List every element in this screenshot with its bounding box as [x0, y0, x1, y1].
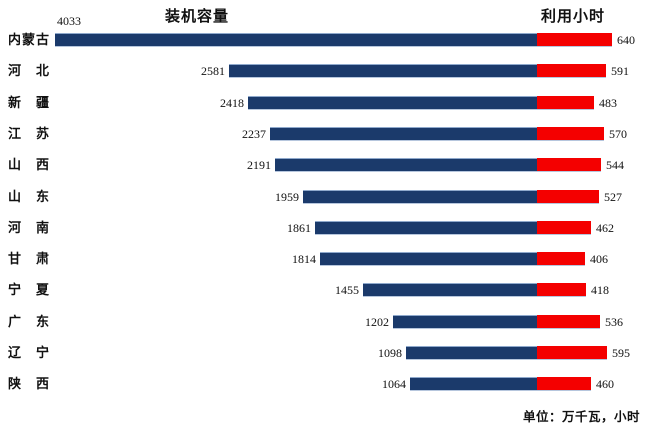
hours-bar: [537, 158, 601, 172]
hours-bar: [537, 96, 594, 110]
category-label: 广东: [8, 314, 49, 329]
hours-bar: [537, 190, 599, 204]
left-axis-title: 装机容量: [164, 8, 230, 25]
hours-value-label: 536: [605, 315, 623, 329]
hours-value-label: 527: [604, 190, 622, 204]
capacity-bar: [229, 64, 537, 78]
category-label: 山西: [8, 157, 49, 172]
category-label: 辽宁: [8, 345, 49, 360]
category-label: 新疆: [8, 95, 49, 110]
category-label: 河北: [8, 63, 49, 78]
category-label: 内蒙古: [8, 32, 49, 47]
category-label: 江苏: [8, 126, 49, 141]
capacity-bar: [275, 158, 537, 172]
category-label: 甘肃: [8, 251, 49, 266]
hours-bar: [537, 377, 591, 391]
hours-value-label: 544: [606, 158, 624, 172]
category-label: 山东: [8, 189, 49, 204]
capacity-bar: [248, 96, 537, 110]
hours-bar: [537, 315, 600, 329]
right-axis-title: 利用小时: [540, 8, 606, 25]
capacity-bar: [410, 377, 537, 391]
hours-value-label: 418: [591, 283, 609, 297]
hours-bar: [537, 64, 606, 78]
capacity-value-label: 1861: [287, 221, 311, 235]
capacity-value-label: 2581: [201, 64, 225, 78]
capacity-bar: [55, 33, 537, 47]
capacity-value-label: 1959: [275, 190, 299, 204]
capacity-bar: [303, 190, 537, 204]
capacity-value-label: 1814: [292, 252, 316, 266]
capacity-bar: [363, 283, 537, 297]
capacity-bar: [393, 315, 537, 329]
capacity-value-label: 1202: [365, 315, 389, 329]
capacity-value-label: 2191: [247, 158, 271, 172]
capacity-value-label: 2418: [220, 96, 244, 110]
unit-note: 单位：万千瓦，小时: [522, 410, 640, 424]
capacity-bar: [315, 221, 537, 235]
capacity-value-label: 1455: [335, 283, 359, 297]
capacity-value-label: 1098: [378, 346, 402, 360]
capacity-bar: [320, 252, 537, 266]
capacity-value-label: 2237: [242, 127, 266, 141]
hours-value-label: 570: [609, 127, 627, 141]
capacity-bar: [270, 127, 537, 141]
category-label: 河南: [8, 220, 49, 235]
hours-value-label: 591: [611, 64, 629, 78]
hours-bar: [537, 283, 586, 297]
hours-value-label: 460: [596, 377, 614, 391]
hours-value-label: 595: [612, 346, 630, 360]
hours-bar: [537, 252, 585, 266]
hours-value-label: 483: [599, 96, 617, 110]
hours-value-label: 406: [590, 252, 608, 266]
hours-bar: [537, 346, 607, 360]
category-label: 陕西: [8, 376, 49, 391]
category-label: 宁夏: [8, 282, 49, 297]
hours-bar: [537, 33, 612, 47]
capacity-value-label: 1064: [382, 377, 406, 391]
capacity-bar: [406, 346, 537, 360]
hours-value-label: 640: [617, 33, 635, 47]
hours-bar: [537, 127, 604, 141]
hours-value-label: 462: [596, 221, 614, 235]
hours-bar: [537, 221, 591, 235]
capacity-value-label: 4033: [57, 14, 81, 28]
